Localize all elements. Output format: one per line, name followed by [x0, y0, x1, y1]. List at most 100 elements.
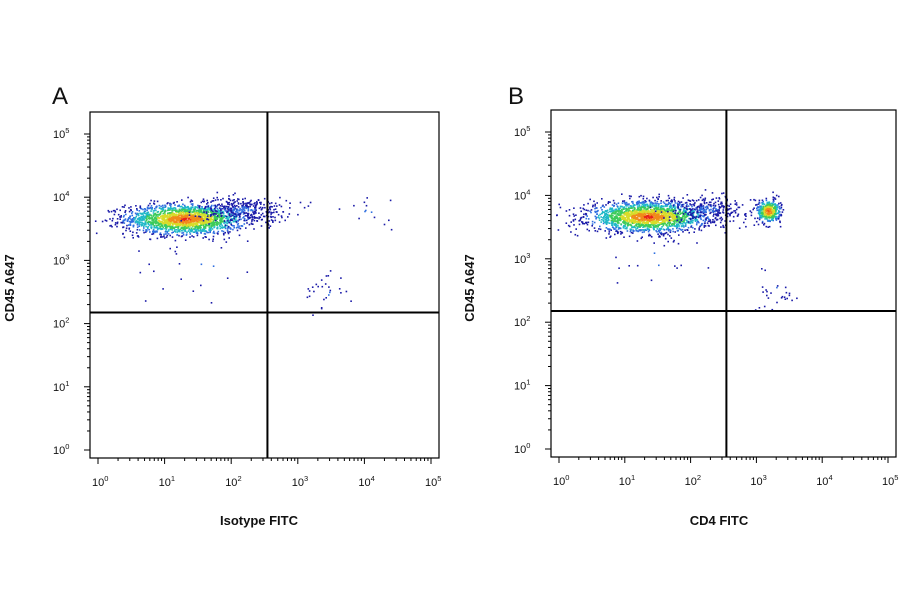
event-dot: [160, 210, 162, 213]
event-dot: [648, 199, 651, 202]
event-dot: [681, 212, 683, 214]
event-dot: [195, 211, 198, 213]
event-dot: [240, 218, 242, 221]
event-dot: [672, 228, 674, 230]
event-dot: [194, 222, 196, 225]
event-dot: [279, 196, 281, 199]
event-dot: [668, 212, 670, 214]
event-dot: [759, 217, 761, 219]
event-dot: [137, 236, 140, 238]
event-dot: [157, 227, 160, 230]
event-dot: [186, 227, 188, 229]
event-dot: [199, 230, 202, 232]
event-dot: [144, 217, 146, 219]
event-dot: [657, 229, 660, 232]
event-dot: [756, 209, 758, 212]
event-dot: [610, 219, 613, 222]
event-dot: [689, 208, 691, 210]
event-dot: [573, 207, 575, 209]
event-dot: [767, 215, 769, 217]
event-dot: [642, 226, 644, 228]
event-dot: [195, 225, 198, 227]
event-dot: [659, 219, 662, 221]
event-dot: [252, 218, 254, 221]
event-dot: [778, 207, 781, 210]
event-dot: [303, 206, 306, 209]
event-dot: [676, 226, 679, 229]
event-dot: [261, 208, 263, 210]
event-dot: [187, 196, 189, 199]
event-dot: [626, 215, 628, 218]
event-dot: [628, 235, 631, 238]
event-dot: [176, 209, 178, 212]
event-dot: [213, 204, 215, 207]
event-dot: [201, 217, 203, 220]
event-dot: [210, 302, 213, 304]
event-dot: [140, 216, 143, 219]
event-dot: [208, 223, 210, 225]
event-dot: [722, 207, 725, 209]
event-dot: [624, 212, 627, 214]
event-dot: [194, 213, 197, 215]
event-dot: [260, 203, 262, 205]
event-dot: [160, 222, 163, 225]
event-dot: [682, 224, 685, 227]
event-dot: [227, 231, 229, 233]
event-dot: [235, 213, 237, 215]
event-dot: [276, 211, 278, 213]
event-dot: [172, 231, 175, 233]
event-dot: [146, 221, 149, 224]
event-dot: [653, 205, 655, 208]
event-dot: [311, 286, 314, 288]
event-dot: [696, 222, 698, 224]
event-dot: [186, 224, 189, 227]
event-dot: [684, 214, 686, 217]
event-dot: [212, 213, 214, 215]
event-dot: [763, 213, 766, 216]
event-dot: [256, 203, 258, 205]
event-dot: [166, 213, 169, 216]
event-dot: [586, 215, 588, 217]
event-dot: [628, 215, 631, 217]
event-dot: [570, 231, 572, 233]
event-dot: [658, 211, 660, 213]
event-dot: [206, 218, 208, 220]
event-dot: [248, 201, 251, 204]
event-dot: [730, 207, 732, 210]
event-dot: [175, 224, 178, 227]
event-dot: [689, 218, 692, 221]
event-dot: [203, 215, 206, 217]
event-dot: [623, 220, 625, 222]
event-dot: [104, 219, 107, 222]
event-dot: [185, 233, 188, 236]
event-dot: [636, 203, 638, 205]
event-dot: [777, 218, 780, 220]
event-dot: [210, 208, 212, 210]
event-dot: [760, 205, 762, 208]
event-dot: [629, 219, 631, 221]
event-dot: [778, 202, 780, 205]
event-dot: [246, 240, 249, 242]
event-dot: [776, 285, 779, 287]
event-dot: [120, 221, 122, 224]
event-dot: [655, 226, 658, 228]
event-dot: [192, 290, 195, 292]
event-dot: [256, 217, 258, 219]
event-dot: [714, 217, 717, 220]
event-dot: [206, 221, 209, 223]
event-dot: [145, 230, 148, 232]
event-dot: [194, 227, 196, 230]
event-dot: [770, 212, 773, 214]
event-dot: [199, 216, 202, 218]
event-dot: [652, 213, 655, 216]
event-dot: [612, 220, 614, 222]
event-dot: [647, 224, 650, 226]
event-dot: [206, 215, 209, 217]
event-dot: [216, 232, 219, 234]
event-dot: [594, 211, 597, 214]
event-dot: [703, 215, 705, 217]
event-dot: [224, 221, 227, 224]
event-dot: [715, 209, 717, 212]
event-dot: [230, 202, 233, 205]
event-dot: [616, 210, 618, 213]
